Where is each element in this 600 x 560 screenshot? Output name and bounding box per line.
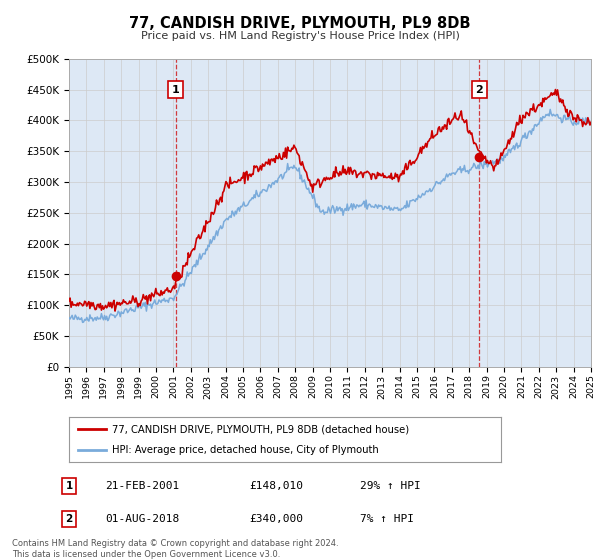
Text: 29% ↑ HPI: 29% ↑ HPI xyxy=(360,481,421,491)
Text: £148,010: £148,010 xyxy=(249,481,303,491)
Text: 77, CANDISH DRIVE, PLYMOUTH, PL9 8DB: 77, CANDISH DRIVE, PLYMOUTH, PL9 8DB xyxy=(129,16,471,31)
Text: 7% ↑ HPI: 7% ↑ HPI xyxy=(360,514,414,524)
Text: £340,000: £340,000 xyxy=(249,514,303,524)
Text: 1: 1 xyxy=(65,481,73,491)
Text: Price paid vs. HM Land Registry's House Price Index (HPI): Price paid vs. HM Land Registry's House … xyxy=(140,31,460,41)
Text: 01-AUG-2018: 01-AUG-2018 xyxy=(105,514,179,524)
Text: HPI: Average price, detached house, City of Plymouth: HPI: Average price, detached house, City… xyxy=(112,445,379,455)
Text: Contains HM Land Registry data © Crown copyright and database right 2024.
This d: Contains HM Land Registry data © Crown c… xyxy=(12,539,338,559)
Text: 77, CANDISH DRIVE, PLYMOUTH, PL9 8DB (detached house): 77, CANDISH DRIVE, PLYMOUTH, PL9 8DB (de… xyxy=(112,424,409,435)
Text: 2: 2 xyxy=(475,85,483,95)
Text: 21-FEB-2001: 21-FEB-2001 xyxy=(105,481,179,491)
Text: 2: 2 xyxy=(65,514,73,524)
Text: 1: 1 xyxy=(172,85,179,95)
